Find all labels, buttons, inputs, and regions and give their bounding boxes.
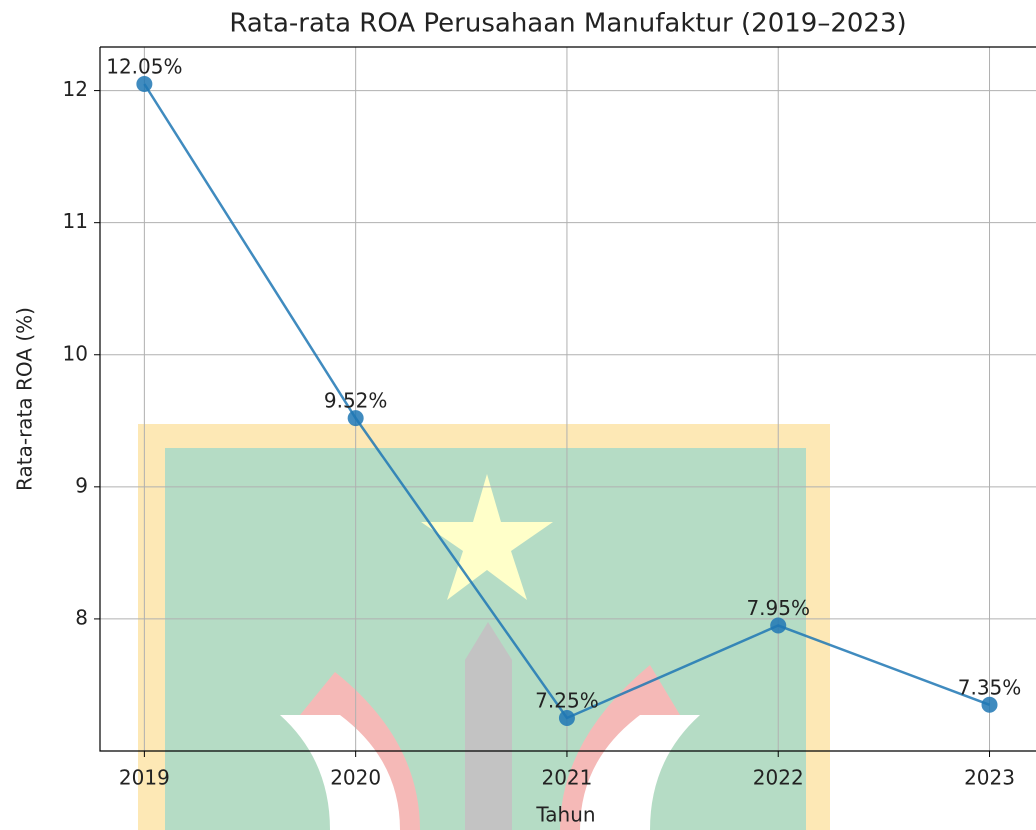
data-label: 7.35% bbox=[958, 675, 1022, 699]
x-tick-label: 2020 bbox=[330, 766, 381, 790]
y-tick-label: 11 bbox=[63, 209, 88, 233]
y-tick-label: 9 bbox=[75, 473, 88, 497]
x-axis-label: Tahun bbox=[535, 803, 595, 827]
y-tick-label: 12 bbox=[63, 77, 88, 101]
x-tick-label: 2019 bbox=[119, 766, 170, 790]
chart-title: Rata-rata ROA Perusahaan Manufaktur (201… bbox=[229, 9, 906, 39]
x-tick-label: 2023 bbox=[964, 766, 1015, 790]
data-label: 7.95% bbox=[746, 596, 810, 620]
data-label: 7.25% bbox=[535, 688, 599, 712]
x-tick-label: 2022 bbox=[753, 766, 804, 790]
y-tick-label: 8 bbox=[75, 605, 88, 629]
chart: Rata-rata ROA Perusahaan Manufaktur (201… bbox=[0, 0, 1036, 830]
data-label: 9.52% bbox=[324, 389, 388, 413]
y-tick-label: 10 bbox=[63, 341, 88, 365]
watermark-logo bbox=[138, 424, 830, 830]
y-axis-label: Rata-rata ROA (%) bbox=[13, 307, 37, 491]
x-tick-label: 2021 bbox=[541, 766, 592, 790]
data-label: 12.05% bbox=[106, 54, 182, 78]
